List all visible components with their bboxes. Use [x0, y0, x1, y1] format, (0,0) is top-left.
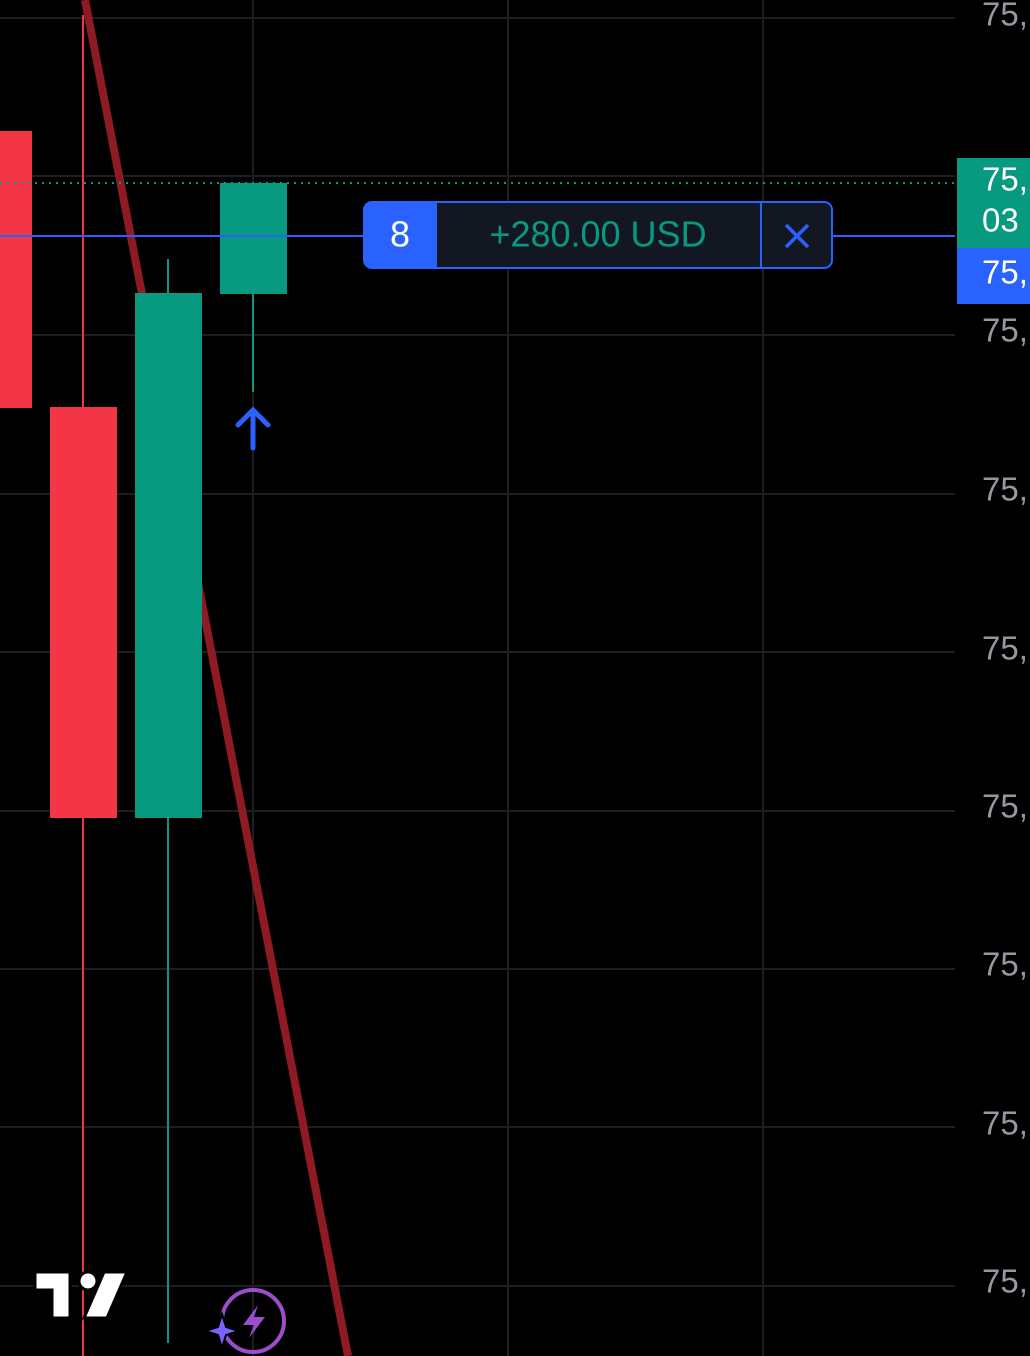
candle-body [220, 183, 287, 294]
axis-label: 75, [982, 788, 1028, 825]
position-price: 75, [982, 254, 1028, 291]
position-widget[interactable]: 8 +280.00 USD [363, 201, 833, 269]
candle-body [135, 293, 202, 818]
axis-label: 75, [982, 0, 1028, 33]
logo [33, 1270, 130, 1320]
close-button[interactable] [784, 223, 810, 249]
price-axis: 75, 75, 75, 75, 75, 75, 75, 75, [982, 0, 1028, 1300]
last-price-tag [957, 158, 1030, 248]
axis-label: 75, [982, 946, 1028, 983]
quantity-box [364, 202, 437, 268]
candle-body [50, 407, 117, 818]
assistant-icon[interactable] [201, 1288, 286, 1354]
axis-label: 75, [982, 630, 1028, 667]
candle-body [0, 131, 32, 408]
trend-line [81, 0, 352, 1356]
axis-label: 75, [982, 1263, 1028, 1300]
pnl: +280.00 USD [489, 214, 706, 255]
position-price-tag [957, 248, 1030, 304]
quantity: 8 [390, 214, 410, 255]
axis-label: 75, [982, 471, 1028, 508]
buy-arrow [235, 406, 271, 451]
axis-label: 75, [982, 312, 1028, 349]
countdown: 03 [982, 202, 1019, 239]
last-price: 75, [982, 161, 1028, 198]
axis-label: 75, [982, 1105, 1028, 1142]
